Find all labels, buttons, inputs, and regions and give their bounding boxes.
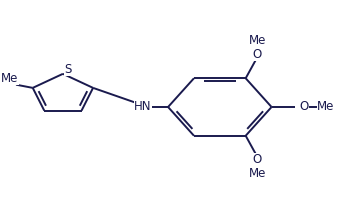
Text: Me: Me [1, 72, 18, 85]
Text: O: O [253, 48, 262, 61]
Text: S: S [64, 63, 72, 76]
Text: O: O [300, 101, 309, 113]
Text: Me: Me [317, 101, 335, 113]
Text: HN: HN [134, 101, 152, 113]
Text: O: O [253, 153, 262, 166]
Text: Me: Me [249, 34, 266, 47]
Text: Me: Me [249, 167, 266, 180]
